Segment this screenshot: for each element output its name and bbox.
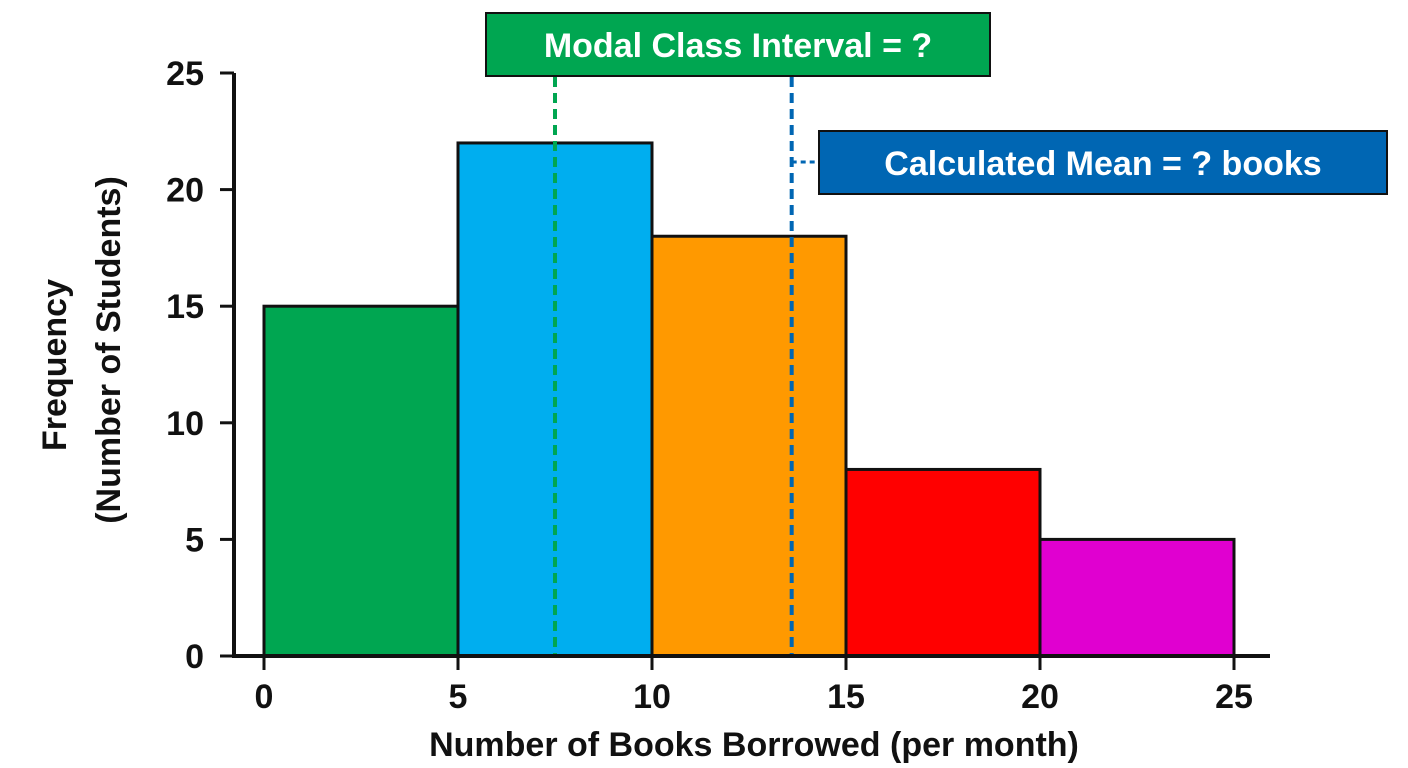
x-tick-label-0: 0 [255, 678, 274, 716]
axes-group [232, 73, 1270, 658]
y-axis-title-line-1: Frequency [36, 279, 74, 451]
bars-group [262, 141, 1236, 658]
y-ticks: 0 5 10 15 20 25 [166, 55, 234, 676]
y-tick-label-15: 15 [166, 288, 204, 326]
modal-class-label-box [485, 12, 991, 77]
mean-label-box [818, 130, 1388, 195]
histogram-bar-0-5 [262, 304, 460, 658]
mean-annotation: Calculated Mean = ? books [791, 130, 1388, 195]
y-tick-label-10: 10 [166, 405, 204, 443]
x-ticks: 0 5 10 15 20 25 [255, 656, 1253, 716]
histogram-bar-10-15 [650, 234, 848, 658]
x-tick-label-10: 10 [633, 678, 671, 716]
x-tick-label-20: 20 [1021, 678, 1059, 716]
histogram-bar-20-25 [1038, 537, 1236, 658]
y-axis-title: Frequency (Number of Students) [36, 176, 128, 524]
modal-class-annotation: Modal Class Interval = ? [485, 12, 991, 77]
y-tick-label-5: 5 [185, 521, 204, 559]
y-axis-title-line-2: (Number of Students) [90, 176, 128, 524]
x-tick-label-25: 25 [1215, 678, 1253, 716]
mean-label: Calculated Mean = ? books [884, 145, 1321, 183]
y-tick-label-20: 20 [166, 172, 204, 210]
y-tick-label-0: 0 [185, 638, 204, 676]
x-tick-label-5: 5 [449, 678, 468, 716]
y-tick-label-25: 25 [166, 55, 204, 93]
modal-class-label: Modal Class Interval = ? [544, 27, 932, 65]
x-axis-title: Number of Books Borrowed (per month) [429, 726, 1079, 764]
histogram-bar-15-20 [844, 467, 1042, 658]
reference-lines [553, 77, 794, 656]
x-tick-label-15: 15 [827, 678, 865, 716]
